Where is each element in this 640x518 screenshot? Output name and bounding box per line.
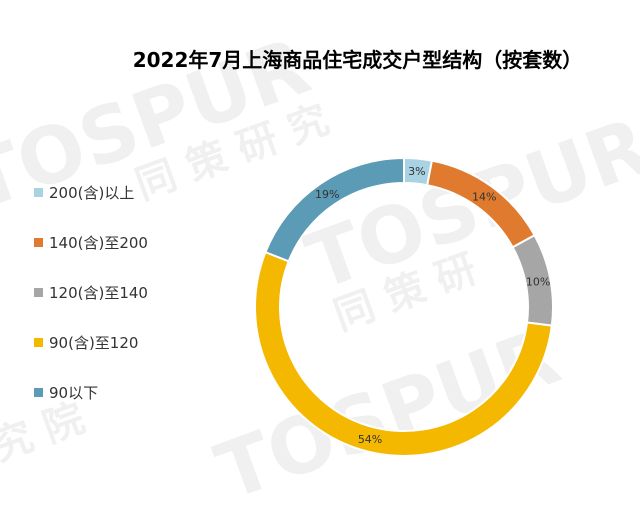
chart-title: 2022年7月上海商品住宅成交户型结构（按套数）	[132, 48, 583, 72]
donut-chart: 3% 14% 10% 54% 19%	[254, 156, 554, 457]
legend-item: 90(含)至120	[34, 334, 138, 352]
legend-swatch	[34, 288, 43, 297]
legend-label: 120(含)至140	[49, 284, 148, 302]
legend-label: 90以下	[49, 384, 99, 402]
slice-data-label: 3%	[408, 165, 425, 178]
legend-label: 140(含)至200	[49, 234, 148, 252]
legend-swatch	[34, 338, 43, 347]
legend-swatch	[34, 388, 43, 397]
legend-swatch	[34, 188, 43, 197]
slice-data-label: 54%	[358, 433, 382, 446]
legend-item: 90以下	[34, 384, 98, 402]
slice-data-label: 10%	[526, 275, 550, 288]
donut-slice	[254, 250, 553, 457]
donut-slice	[264, 156, 405, 263]
legend-label: 200(含)以上	[49, 184, 135, 202]
legend-label: 90(含)至120	[49, 334, 139, 352]
legend-item: 200(含)以上	[34, 184, 134, 202]
donut-slice	[426, 159, 536, 249]
slice-data-label: 14%	[472, 191, 496, 204]
slice-data-label: 19%	[315, 188, 339, 201]
legend-item: 140(含)至200	[34, 234, 148, 252]
legend-item: 120(含)至140	[34, 284, 148, 302]
legend-swatch	[34, 238, 43, 247]
